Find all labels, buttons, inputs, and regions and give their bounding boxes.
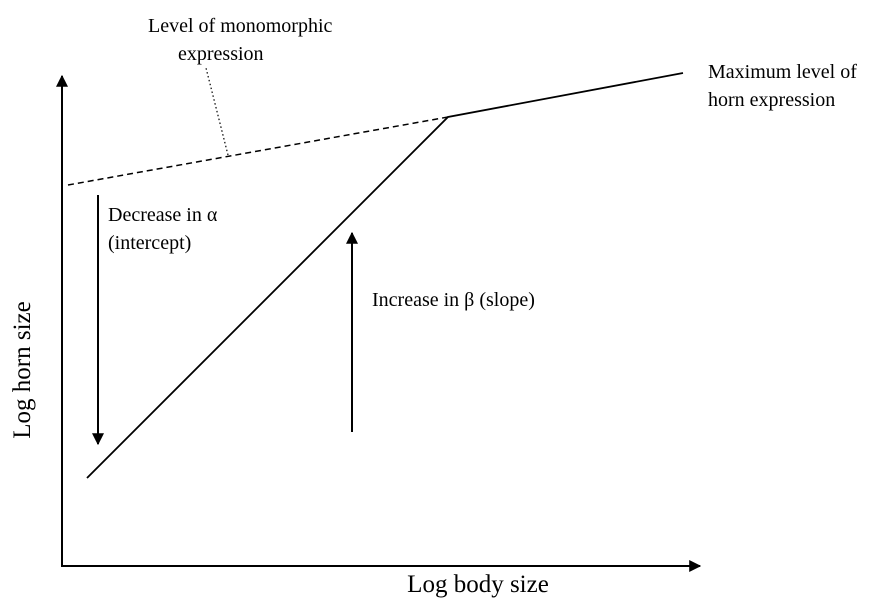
x-axis-label: Log body size bbox=[407, 571, 549, 598]
label: Decrease in α bbox=[108, 204, 218, 226]
label: Maximum level of bbox=[708, 61, 857, 83]
leader-line bbox=[205, 67, 229, 156]
y-axis-label: Log horn size bbox=[9, 301, 36, 438]
label: horn expression bbox=[708, 89, 835, 111]
monomorphic-line bbox=[67, 116, 449, 186]
horn-line bbox=[86, 72, 684, 479]
label: expression bbox=[178, 43, 264, 65]
label: (intercept) bbox=[108, 232, 191, 254]
label: Increase in β (slope) bbox=[372, 289, 535, 311]
label: Level of monomorphic bbox=[148, 15, 333, 37]
